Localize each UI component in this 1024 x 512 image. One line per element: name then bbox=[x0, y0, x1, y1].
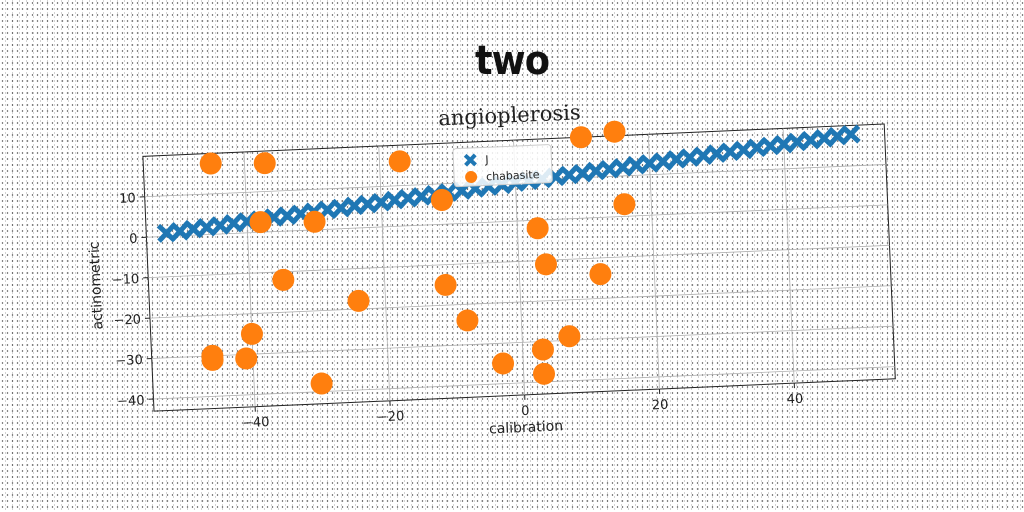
point-j bbox=[586, 161, 606, 181]
point-j bbox=[371, 192, 392, 213]
point-j bbox=[210, 215, 230, 236]
point-j bbox=[787, 132, 807, 152]
y-grid-line bbox=[149, 285, 892, 319]
legend-label-j: J bbox=[484, 153, 489, 166]
legend-marker-j bbox=[463, 153, 477, 167]
point-j bbox=[358, 194, 378, 214]
point-j bbox=[774, 134, 794, 154]
point-j bbox=[626, 155, 646, 175]
legend-label-chabasite: chabasite bbox=[486, 168, 540, 183]
point-chabasite bbox=[534, 253, 557, 276]
chart-title: angioplerosis bbox=[438, 100, 581, 130]
point-chabasite bbox=[533, 362, 556, 385]
point-j bbox=[572, 163, 593, 183]
point-j bbox=[331, 198, 351, 218]
y-axis-label: actinometric bbox=[87, 241, 107, 330]
point-j bbox=[747, 137, 767, 158]
point-j bbox=[693, 145, 714, 166]
y-grid-line bbox=[148, 244, 890, 279]
x-grid-line bbox=[647, 134, 660, 390]
point-chabasite bbox=[589, 263, 612, 286]
y-grid-line bbox=[151, 325, 894, 359]
point-j bbox=[384, 190, 405, 210]
point-chabasite bbox=[434, 273, 457, 296]
point-j bbox=[559, 165, 579, 185]
point-j bbox=[827, 126, 848, 146]
point-j bbox=[639, 153, 660, 174]
point-chabasite bbox=[199, 152, 222, 175]
point-chabasite bbox=[603, 120, 626, 143]
point-chabasite bbox=[456, 309, 479, 332]
point-j bbox=[277, 205, 298, 226]
point-chabasite bbox=[310, 372, 333, 395]
point-j bbox=[599, 159, 620, 179]
point-j bbox=[666, 149, 687, 170]
point-j bbox=[612, 157, 633, 178]
point-j bbox=[653, 151, 673, 172]
point-j bbox=[800, 130, 821, 150]
figure-heading: two bbox=[474, 38, 550, 84]
y-tick-label: −30 bbox=[115, 353, 143, 369]
point-chabasite bbox=[253, 152, 276, 175]
point-chabasite bbox=[430, 189, 453, 212]
y-grid-line bbox=[146, 204, 888, 238]
point-chabasite bbox=[531, 338, 554, 361]
x-tick-label: −20 bbox=[377, 409, 405, 425]
point-j bbox=[760, 136, 781, 156]
point-j bbox=[223, 213, 244, 234]
point-j bbox=[814, 128, 834, 149]
point-j bbox=[720, 141, 740, 162]
y-tick-label: −40 bbox=[117, 393, 145, 409]
legend-box bbox=[452, 144, 553, 188]
y-tick-label: −10 bbox=[112, 272, 140, 288]
point-j bbox=[706, 143, 727, 164]
legend-marker-chabasite bbox=[465, 171, 478, 184]
point-chabasite bbox=[303, 210, 326, 233]
point-chabasite bbox=[613, 193, 636, 216]
series-chabasite bbox=[199, 120, 636, 395]
y-grid-line bbox=[153, 366, 895, 400]
point-j bbox=[411, 186, 432, 207]
point-j bbox=[344, 196, 365, 216]
point-j bbox=[196, 217, 217, 238]
point-j bbox=[841, 124, 861, 145]
point-j bbox=[398, 188, 418, 209]
legend: J chabasite bbox=[452, 144, 553, 188]
point-chabasite bbox=[492, 352, 515, 375]
point-j bbox=[680, 147, 700, 168]
y-tick-label: 10 bbox=[119, 191, 136, 207]
point-chabasite bbox=[569, 126, 592, 149]
x-grid-line bbox=[378, 146, 391, 401]
point-chabasite bbox=[240, 322, 263, 345]
point-j bbox=[733, 140, 754, 160]
point-j bbox=[156, 223, 177, 243]
chart-group: angioplerosis −40 −20 0 20 40 −40 −30 −20 −10 0 10… bbox=[87, 100, 896, 437]
point-chabasite bbox=[272, 268, 295, 291]
point-chabasite bbox=[235, 347, 258, 370]
point-chabasite bbox=[249, 211, 272, 234]
point-chabasite bbox=[347, 289, 370, 312]
x-tick-label: −40 bbox=[242, 415, 270, 431]
x-axis-label: calibration bbox=[489, 418, 564, 437]
x-grid-line bbox=[782, 128, 795, 384]
y-tick-label: 0 bbox=[129, 232, 138, 247]
x-tick-label: 40 bbox=[786, 392, 803, 408]
tick-labels: −40 −20 0 20 40 −40 −30 −20 −10 0 10 bbox=[112, 191, 804, 431]
point-j bbox=[170, 221, 190, 242]
point-chabasite bbox=[526, 217, 549, 240]
y-tick-label: −20 bbox=[113, 312, 141, 328]
point-chabasite bbox=[558, 325, 581, 348]
point-j bbox=[317, 200, 338, 220]
x-tick-label: 20 bbox=[652, 398, 669, 414]
point-chabasite bbox=[201, 348, 224, 371]
x-tick-label: 0 bbox=[521, 404, 530, 419]
point-chabasite bbox=[388, 150, 411, 173]
point-j bbox=[183, 219, 204, 239]
